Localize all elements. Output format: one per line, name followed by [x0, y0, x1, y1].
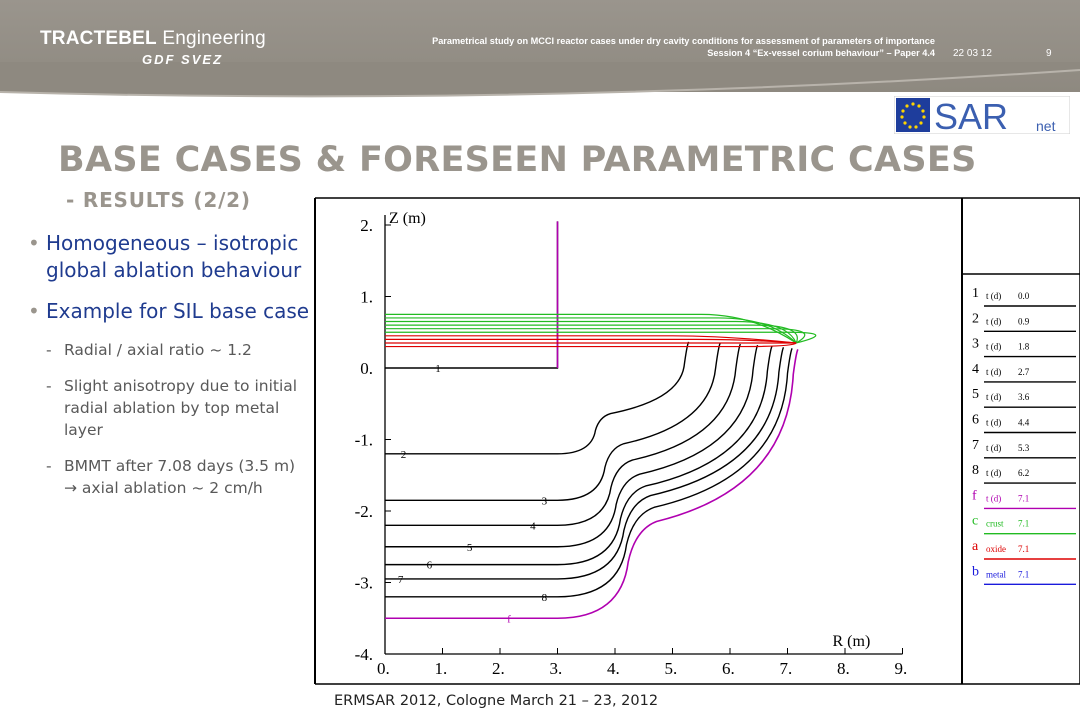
legend-value-6: 4.4 [1018, 418, 1030, 428]
legend-id-f: f [972, 488, 977, 503]
cavity-profile-4 [385, 343, 742, 526]
sarnet-logo: SAR net [894, 96, 1070, 134]
sub-bullet-bmmt-line1: BMMT after 7.08 days (3.5 m) [64, 457, 296, 475]
tractebel-brand: TRACTEBEL Engineering [40, 28, 266, 49]
profile-label-1: 1 [435, 363, 441, 375]
cavity-profile-2 [385, 341, 690, 455]
ablation-profile-chart: 0. 1. 2. 3. 4. 5. 6. 7. 8. 9. 2. 1. 0. -1. -2. -3. -4. R … [314, 194, 1080, 688]
profile-label-4: 4 [530, 520, 536, 532]
y-tick-label: -1. [355, 431, 373, 450]
legend-value-1: 0.0 [1018, 291, 1030, 301]
header-title-line2: Session 4 “Ex-vessel corium behaviour” –… [707, 48, 935, 58]
cavity-profile-8 [385, 348, 793, 598]
y-tick-label: 0. [360, 359, 373, 378]
legend-label-1: t (d) [986, 291, 1001, 301]
legend-label-a: oxide [986, 544, 1006, 554]
y-tick-label: -2. [355, 502, 373, 521]
x-tick-label: 2. [492, 659, 505, 678]
legend-id-1: 1 [972, 286, 979, 301]
x-tick-label: 5. [665, 659, 678, 678]
legend-value-c: 7.1 [1018, 519, 1029, 529]
sub-bullet-anisotropy: Slight anisotropy due to initial radial … [28, 375, 318, 441]
legend-id-b: b [972, 564, 979, 579]
profile-label-f: f [507, 613, 511, 625]
profile-label-2: 2 [401, 449, 407, 461]
legend-value-5: 3.6 [1018, 392, 1030, 402]
legend-value-a: 7.1 [1018, 544, 1029, 554]
logo-sar-text: SAR [934, 96, 1008, 134]
profile-label-6: 6 [427, 560, 433, 572]
y-tick-label: -4. [355, 645, 373, 664]
profile-label-7: 7 [398, 574, 404, 586]
y-tick-label: -3. [355, 574, 373, 593]
legend-label-7: t (d) [986, 443, 1001, 453]
legend-label-2: t (d) [986, 316, 1001, 326]
legend-id-5: 5 [972, 387, 979, 402]
x-tick-label: 3. [550, 659, 563, 678]
legend-label-8: t (d) [986, 468, 1001, 478]
bullet-example: Example for SIL base case [28, 298, 318, 325]
gdf-suez-brand: GDF SVEZ [142, 52, 224, 67]
legend-label-b: metal [986, 569, 1006, 579]
legend-id-a: a [972, 539, 979, 554]
legend-value-2: 0.9 [1018, 316, 1030, 326]
x-tick-label: 8. [837, 659, 850, 678]
y-tick-label: 1. [360, 288, 373, 307]
profile-label-8: 8 [542, 592, 548, 604]
legend-value-4: 2.7 [1018, 367, 1030, 377]
x-axis-title: R (m) [833, 633, 871, 650]
cavity-profile-f [385, 349, 799, 620]
x-tick-label: 6. [722, 659, 735, 678]
header-title-line1: Parametrical study on MCCI reactor cases… [432, 36, 935, 46]
legend-value-7: 5.3 [1018, 443, 1030, 453]
header-curve [0, 62, 1080, 98]
oxide-layer-line [385, 338, 797, 344]
x-tick-label: 7. [780, 659, 793, 678]
x-tick-label: 0. [377, 659, 390, 678]
cavity-profile-3 [385, 342, 721, 501]
legend-label-3: t (d) [986, 342, 1001, 352]
logo-net-text: net [1036, 118, 1056, 134]
legend-value-b: 7.1 [1018, 569, 1029, 579]
legend-value-8: 6.2 [1018, 468, 1029, 478]
sub-bullet-bmmt: BMMT after 7.08 days (3.5 m) → axial abl… [28, 455, 318, 499]
legend-id-2: 2 [972, 311, 979, 326]
slide-title: BASE CASES & FORESEEN PARAMETRIC CASES [58, 140, 977, 180]
footer-text: ERMSAR 2012, Cologne March 21 – 23, 2012 [334, 693, 659, 709]
slide-subtitle: - RESULTS (2/2) [66, 188, 251, 212]
crust-layer-line [385, 328, 806, 344]
x-tick-label: 4. [607, 659, 620, 678]
oxide-layer-line [385, 342, 797, 348]
legend-label-f: t (d) [986, 493, 1001, 503]
legend-id-3: 3 [972, 337, 979, 352]
cavity-profile-5 [385, 344, 759, 548]
legend-label-5: t (d) [986, 392, 1001, 402]
x-tick-label: 1. [435, 659, 448, 678]
header-date: 22 03 12 [953, 48, 992, 59]
cavity-profile-6 [385, 345, 773, 566]
legend-id-4: 4 [972, 362, 979, 377]
sub-bullet-bmmt-line2: → axial ablation ~ 2 cm/h [64, 479, 263, 497]
header-title: Parametrical study on MCCI reactor cases… [235, 35, 935, 59]
legend-id-8: 8 [972, 463, 979, 478]
bullet-homogeneous: Homogeneous – isotropic global ablation … [28, 230, 318, 284]
y-tick-label: 2. [360, 216, 373, 235]
profile-label-5: 5 [467, 542, 473, 554]
legend-value-3: 1.8 [1018, 342, 1030, 352]
legend-label-4: t (d) [986, 367, 1001, 377]
legend-id-c: c [972, 514, 978, 529]
sub-bullet-ratio: Radial / axial ratio ~ 1.2 [28, 339, 318, 361]
bullet-list: Homogeneous – isotropic global ablation … [28, 230, 318, 513]
x-tick-label: 9. [895, 659, 908, 678]
cavity-profile-7 [385, 346, 785, 580]
legend-label-6: t (d) [986, 418, 1001, 428]
legend-value-f: 7.1 [1018, 493, 1029, 503]
legend-label-c: crust [986, 519, 1004, 529]
page-number: 9 [1046, 48, 1052, 59]
legend-id-7: 7 [972, 438, 979, 453]
legend-id-6: 6 [972, 413, 979, 428]
y-axis-title: Z (m) [389, 210, 426, 227]
profile-label-3: 3 [542, 495, 548, 507]
crust-layer-line [385, 331, 817, 344]
